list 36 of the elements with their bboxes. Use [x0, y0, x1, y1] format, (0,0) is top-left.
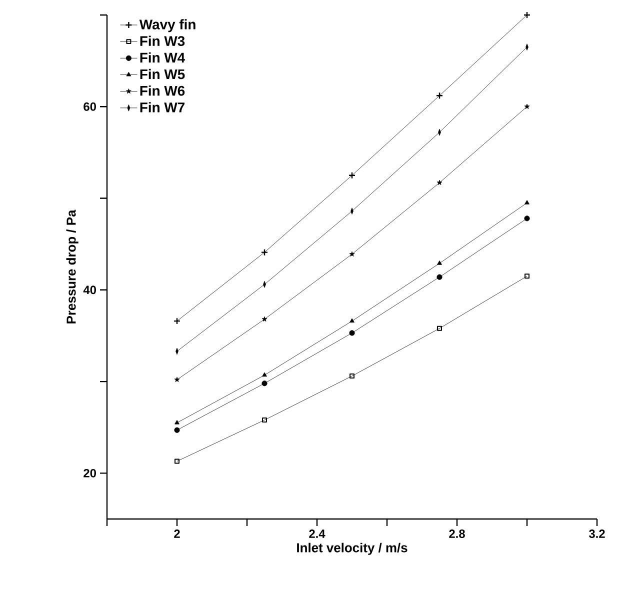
- point: [350, 318, 354, 323]
- point: [174, 420, 180, 424]
- point: [436, 274, 442, 280]
- legend-label: Fin W3: [140, 36, 185, 46]
- legend-label: Fin W4: [140, 52, 186, 62]
- point: [524, 200, 530, 204]
- point: [436, 180, 442, 185]
- legend-label: Fin W5: [140, 68, 185, 80]
- point: [262, 372, 267, 377]
- point: [349, 251, 355, 256]
- y-axis-title: Pressure drop / Pa: [66, 210, 78, 324]
- point: [262, 380, 268, 386]
- x-tick-label: 2.8: [449, 530, 465, 538]
- y-tick-label: 60: [84, 102, 96, 111]
- x-tick-label: 3.2: [588, 530, 605, 538]
- y-tick-label: 40: [83, 286, 96, 294]
- point: [437, 260, 442, 265]
- legend-label: Fin W7: [140, 102, 184, 112]
- point: [174, 427, 180, 433]
- point: [262, 316, 268, 322]
- point: [260, 248, 268, 256]
- x-tick-label: 2.4: [309, 530, 326, 538]
- x-axis-title: Inlet velocity / m/s: [297, 542, 408, 555]
- x-tick-label: 2: [174, 530, 180, 538]
- legend-label: Fin W6: [140, 86, 185, 96]
- point: [437, 326, 442, 331]
- y-tick-label: 20: [84, 468, 96, 478]
- point: [349, 330, 355, 336]
- legend-label: Wavy fin: [139, 19, 196, 32]
- point: [174, 376, 180, 382]
- point: [262, 418, 267, 423]
- point: [524, 104, 530, 109]
- point: [348, 172, 356, 179]
- point: [524, 216, 530, 222]
- point: [436, 92, 444, 100]
- point: [350, 374, 354, 379]
